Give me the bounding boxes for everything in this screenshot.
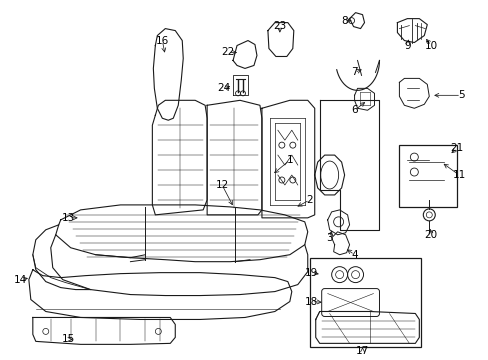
Text: 1: 1 [286, 155, 292, 165]
Text: 20: 20 [424, 230, 437, 240]
Text: 13: 13 [62, 213, 75, 223]
Text: 23: 23 [273, 21, 286, 31]
Text: 14: 14 [14, 275, 27, 285]
Text: 24: 24 [217, 84, 230, 93]
Bar [399, 145, 456, 207]
Text: 19: 19 [305, 267, 318, 278]
Text: 7: 7 [350, 67, 357, 77]
Text: 18: 18 [305, 297, 318, 306]
Text: 22: 22 [221, 48, 234, 58]
Text: 5: 5 [457, 90, 464, 100]
Text: 6: 6 [350, 105, 357, 115]
Text: 3: 3 [325, 233, 332, 243]
Bar [309, 258, 421, 347]
Text: 9: 9 [403, 41, 410, 50]
Text: 16: 16 [155, 36, 168, 46]
Text: 8: 8 [341, 15, 347, 26]
Text: 15: 15 [62, 334, 75, 345]
Text: 4: 4 [350, 250, 357, 260]
Text: 17: 17 [355, 346, 368, 356]
Text: 12: 12 [215, 180, 228, 190]
Text: 2: 2 [306, 195, 312, 205]
Text: 10: 10 [424, 41, 437, 50]
Text: 11: 11 [451, 170, 465, 180]
Text: 21: 21 [449, 143, 463, 153]
